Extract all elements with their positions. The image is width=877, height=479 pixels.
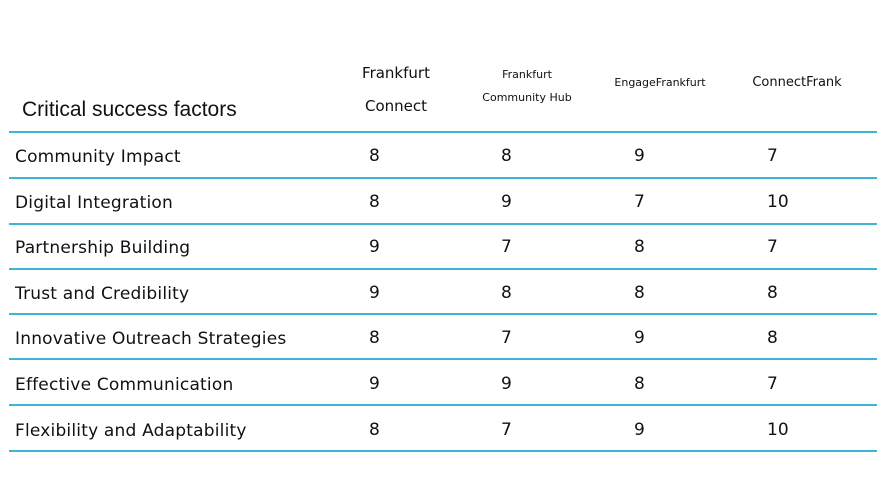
score-cell: 8 <box>634 374 645 394</box>
score-cell: 8 <box>369 420 380 440</box>
column-header-engagefrankfurt: EngageFrankfurt <box>600 75 720 91</box>
table-row: Innovative Outreach Strategies 8 7 9 8 <box>0 318 877 363</box>
score-cell: 8 <box>501 146 512 166</box>
table-bottom-border <box>9 450 877 452</box>
column-header-line: Community Hub <box>482 91 572 104</box>
table-title: Critical success factors <box>22 98 237 121</box>
header-divider <box>9 131 877 133</box>
table-row: Partnership Building 9 7 8 7 <box>0 227 877 272</box>
table-row: Digital Integration 8 9 7 10 <box>0 182 877 227</box>
column-header-line: Connect <box>364 97 428 115</box>
column-header-connectfrank: ConnectFrank <box>737 74 857 92</box>
row-label: Innovative Outreach Strategies <box>15 329 287 349</box>
score-cell: 8 <box>369 328 380 348</box>
row-label: Trust and Credibility <box>15 284 190 304</box>
row-label: Flexibility and Adaptability <box>15 421 247 441</box>
table-row: Community Impact 8 8 9 7 <box>0 136 877 181</box>
score-cell: 7 <box>501 237 512 257</box>
score-cell: 8 <box>369 192 380 212</box>
score-cell: 9 <box>634 146 645 166</box>
score-cell: 8 <box>501 283 512 303</box>
score-cell: 8 <box>767 328 778 348</box>
table-row: Flexibility and Adaptability 8 7 9 10 <box>0 410 877 455</box>
score-cell: 8 <box>634 237 645 257</box>
score-cell: 8 <box>369 146 380 166</box>
score-cell: 7 <box>501 328 512 348</box>
row-label: Effective Communication <box>15 375 234 395</box>
score-cell: 9 <box>634 420 645 440</box>
row-divider <box>9 223 877 225</box>
score-cell: 9 <box>369 237 380 257</box>
score-cell: 7 <box>767 237 778 257</box>
score-cell: 8 <box>767 283 778 303</box>
row-divider <box>9 313 877 315</box>
row-label: Community Impact <box>15 147 181 167</box>
score-cell: 9 <box>369 374 380 394</box>
column-header-line: ConnectFrank <box>752 75 842 90</box>
column-header-frankfurt-community-hub: Frankfurt Community Hub <box>466 63 588 109</box>
column-header-line: Frankfurt <box>502 68 552 81</box>
score-cell: 10 <box>767 192 789 212</box>
score-cell: 9 <box>501 374 512 394</box>
score-cell: 7 <box>634 192 645 212</box>
row-divider <box>9 404 877 406</box>
score-cell: 8 <box>634 283 645 303</box>
row-divider <box>9 268 877 270</box>
score-cell: 7 <box>501 420 512 440</box>
score-cell: 9 <box>634 328 645 348</box>
score-cell: 10 <box>767 420 789 440</box>
row-divider <box>9 177 877 179</box>
table-row: Trust and Credibility 9 8 8 8 <box>0 273 877 318</box>
column-header-line: EngageFrankfurt <box>614 76 706 89</box>
column-header-frankfurt-connect: Frankfurt Connect <box>346 57 446 123</box>
score-cell: 7 <box>767 374 778 394</box>
row-divider <box>9 358 877 360</box>
score-cell: 9 <box>369 283 380 303</box>
row-label: Digital Integration <box>15 193 174 213</box>
table-row: Effective Communication 9 9 8 7 <box>0 364 877 409</box>
column-header-line: Frankfurt <box>362 64 430 82</box>
score-cell: 9 <box>501 192 512 212</box>
row-label: Partnership Building <box>15 238 191 258</box>
score-cell: 7 <box>767 146 778 166</box>
